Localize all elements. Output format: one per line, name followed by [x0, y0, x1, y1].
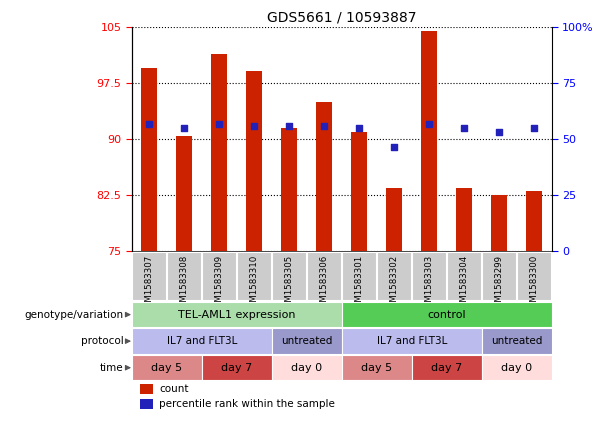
Text: IL7 and FLT3L: IL7 and FLT3L	[167, 336, 237, 346]
Text: protocol: protocol	[81, 336, 123, 346]
Text: percentile rank within the sample: percentile rank within the sample	[159, 399, 335, 409]
Bar	[492, 195, 507, 251]
Bar	[140, 398, 153, 409]
Bar	[316, 102, 332, 251]
Point	[424, 121, 434, 128]
Text: GSM1583301: GSM1583301	[355, 255, 364, 313]
Point	[354, 125, 364, 132]
Text: GSM1583307: GSM1583307	[145, 255, 154, 313]
Text: GSM1583304: GSM1583304	[460, 255, 469, 313]
Bar	[140, 384, 153, 394]
FancyBboxPatch shape	[132, 328, 272, 354]
FancyBboxPatch shape	[482, 252, 516, 300]
FancyBboxPatch shape	[482, 328, 552, 354]
Title: GDS5661 / 10593887: GDS5661 / 10593887	[267, 11, 416, 25]
Text: untreated: untreated	[281, 336, 332, 346]
FancyBboxPatch shape	[167, 252, 201, 300]
Point	[494, 129, 504, 135]
Point	[459, 125, 469, 132]
Point	[389, 143, 399, 150]
FancyBboxPatch shape	[342, 302, 552, 327]
FancyBboxPatch shape	[272, 355, 342, 380]
Bar	[421, 31, 437, 251]
Bar	[527, 192, 542, 251]
FancyBboxPatch shape	[237, 252, 271, 300]
Text: GSM1583309: GSM1583309	[215, 255, 224, 313]
Text: control: control	[427, 310, 466, 320]
FancyBboxPatch shape	[132, 252, 166, 300]
Text: GSM1583306: GSM1583306	[320, 255, 329, 313]
Text: day 7: day 7	[221, 363, 253, 373]
Bar	[281, 128, 297, 251]
Point	[215, 121, 224, 128]
FancyBboxPatch shape	[412, 355, 482, 380]
Text: day 0: day 0	[291, 363, 322, 373]
Point	[249, 123, 259, 129]
Bar	[142, 69, 157, 251]
FancyBboxPatch shape	[378, 252, 411, 300]
FancyBboxPatch shape	[202, 252, 236, 300]
Bar	[177, 135, 192, 251]
Bar	[246, 71, 262, 251]
Point	[529, 125, 539, 132]
Text: day 5: day 5	[151, 363, 182, 373]
Text: day 5: day 5	[361, 363, 392, 373]
FancyBboxPatch shape	[342, 328, 482, 354]
Text: GSM1583303: GSM1583303	[425, 255, 434, 313]
Text: day 7: day 7	[431, 363, 462, 373]
Point	[284, 123, 294, 129]
Bar	[211, 54, 227, 251]
Text: GSM1583308: GSM1583308	[180, 255, 189, 313]
Text: GSM1583305: GSM1583305	[285, 255, 294, 313]
Text: GSM1583302: GSM1583302	[390, 255, 398, 313]
Text: count: count	[159, 384, 189, 394]
FancyBboxPatch shape	[343, 252, 376, 300]
FancyBboxPatch shape	[308, 252, 341, 300]
Text: time: time	[100, 363, 123, 373]
Bar	[386, 188, 402, 251]
Text: GSM1583300: GSM1583300	[530, 255, 539, 313]
FancyBboxPatch shape	[132, 355, 202, 380]
Point	[180, 125, 189, 132]
FancyBboxPatch shape	[413, 252, 446, 300]
FancyBboxPatch shape	[447, 252, 481, 300]
Text: untreated: untreated	[491, 336, 543, 346]
Bar	[456, 188, 472, 251]
FancyBboxPatch shape	[202, 355, 272, 380]
Text: genotype/variation: genotype/variation	[25, 310, 123, 320]
FancyBboxPatch shape	[272, 328, 342, 354]
Text: GSM1583299: GSM1583299	[495, 255, 504, 313]
FancyBboxPatch shape	[132, 302, 342, 327]
FancyBboxPatch shape	[517, 252, 551, 300]
Text: IL7 and FLT3L: IL7 and FLT3L	[376, 336, 447, 346]
FancyBboxPatch shape	[342, 355, 412, 380]
Text: day 0: day 0	[501, 363, 532, 373]
Point	[319, 123, 329, 129]
Bar	[351, 132, 367, 251]
FancyBboxPatch shape	[482, 355, 552, 380]
Point	[145, 121, 154, 128]
FancyBboxPatch shape	[272, 252, 306, 300]
Text: TEL-AML1 expression: TEL-AML1 expression	[178, 310, 295, 320]
Text: GSM1583310: GSM1583310	[249, 255, 259, 313]
